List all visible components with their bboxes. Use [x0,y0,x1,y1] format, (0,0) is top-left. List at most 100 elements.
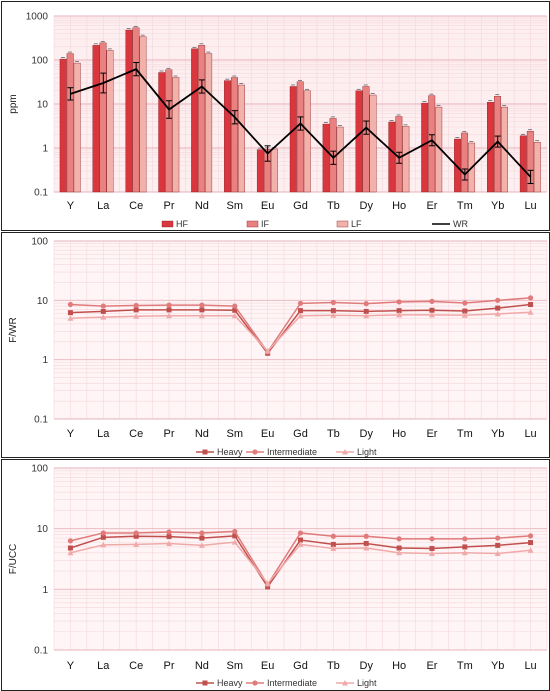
x-tick-label-nd: Nd [195,660,209,672]
x-tick-label-nd: Nd [195,200,209,212]
chart-fucc-panel: 0.1 1 10 100 F/UCC Y La Ce Pr Nd Sm Eu Gd Tb Dy Ho Er Tm Y… [1,459,550,691]
legend-marker-intermediate [252,449,258,455]
point-heavy [462,308,468,314]
bar-hf [289,86,297,193]
bar-lf [172,77,180,193]
point-heavy [133,307,139,313]
x-tick-label-y: Y [67,200,75,212]
bar-hf [191,48,199,193]
point-light [100,541,107,548]
point-light [396,549,403,556]
point-light [67,315,74,321]
legend-label-heavy: Heavy [217,447,243,457]
point-heavy [528,540,534,546]
x-tick-label-ce: Ce [129,428,143,440]
point-heavy [330,541,336,547]
point-heavy [100,308,106,314]
point-heavy [133,533,139,539]
point-light [527,547,534,553]
x-tick-label-lu: Lu [524,660,536,672]
y-tick-label: 100 [31,464,48,475]
y-tick-label: 10 [37,296,49,307]
point-intermediate [527,295,534,301]
legend-label-intermediate: Intermediate [267,447,317,457]
point-light [264,580,271,586]
bar-if [66,53,74,193]
point-intermediate [297,530,304,536]
point-heavy [166,534,172,540]
point-intermediate [67,538,74,544]
bar-if [165,69,173,193]
point-heavy [67,545,73,551]
legend-marker-light [342,449,348,455]
legend-swatch-hf [161,220,174,228]
point-heavy [363,540,369,546]
bar-lf [270,148,278,193]
legend: Heavy Intermediate Light [196,447,377,457]
legend-label-light: Light [357,447,377,457]
point-light [363,312,370,319]
legend-label-if: IF [261,219,270,229]
bar-if [461,132,469,193]
point-light [461,549,468,556]
x-tick-label-la: La [97,200,110,212]
point-light [396,311,403,318]
point-light [133,541,140,547]
bar-hf [158,72,166,193]
x-tick-label-ce: Ce [129,660,143,672]
x-tick-label-yb: Yb [491,200,504,212]
x-tick-label-dy: Dy [360,428,374,440]
y-tick-label: 1 [42,355,48,366]
bar-if [526,131,534,193]
bar-hf [224,80,231,193]
point-heavy [330,308,336,314]
point-intermediate [462,300,468,306]
x-tick-label-dy: Dy [360,660,374,672]
x-tick-label-gd: Gd [293,428,308,440]
point-light [133,313,140,319]
x-tick-label-pr: Pr [164,660,175,672]
legend-label-light: Light [357,678,377,688]
point-heavy [528,302,534,308]
x-tick-label-tb: Tb [327,660,340,672]
x-tick-label-eu: Eu [261,200,274,212]
point-light [494,550,501,556]
x-tick-label-tm: Tm [457,200,473,212]
bar-hf [487,101,494,193]
y-axis-title: F/WR [8,317,19,343]
bar-lf [369,94,377,193]
point-intermediate [495,535,501,541]
point-light [297,312,304,319]
legend: HF IF LF WR [161,219,468,229]
x-tick-label-sm: Sm [227,428,244,440]
legend-marker-light [342,680,348,686]
point-intermediate [199,302,205,308]
bar-lf [402,126,410,193]
point-heavy [495,542,501,548]
point-heavy [396,545,402,551]
point-light [461,312,468,318]
point-intermediate [166,529,172,535]
point-intermediate [429,536,435,542]
point-intermediate [462,536,468,542]
point-light [67,549,74,556]
bar-if [198,45,206,193]
bar-if [132,27,140,193]
point-light [297,541,304,547]
point-light [428,550,435,556]
legend-label-wr: WR [453,219,468,229]
y-tick-label: 10 [37,524,49,535]
y-tick-label: 0.1 [34,188,48,199]
bar-lf [336,126,344,193]
bar-if [296,81,304,193]
point-intermediate [396,536,402,542]
x-tick-label-eu: Eu [261,428,274,440]
point-heavy [462,544,468,550]
point-heavy [298,537,303,543]
x-tick-label-la: La [97,660,110,672]
y-tick-label: 1 [42,144,48,155]
bar-hf [388,121,396,193]
y-axis-title: F/UCC [8,544,19,575]
x-tick-label-ce: Ce [129,200,143,212]
x-tick-label-yb: Yb [491,660,504,672]
